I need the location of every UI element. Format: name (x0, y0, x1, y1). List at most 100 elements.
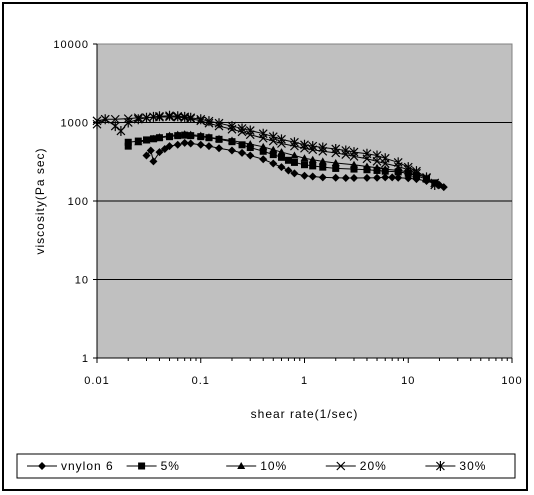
data-point (394, 173, 403, 182)
data-point (331, 143, 341, 154)
y-axis-title: viscosity(Pa sec) (33, 147, 47, 254)
data-point (388, 173, 397, 182)
data-point (134, 138, 143, 146)
data-point (284, 156, 292, 164)
data-point (277, 163, 286, 172)
legend-label: 30% (459, 459, 486, 473)
data-point (318, 157, 327, 165)
data-point (331, 158, 340, 166)
data-point (155, 148, 164, 157)
data-point (238, 141, 246, 149)
data-point (100, 114, 110, 125)
data-point (215, 134, 224, 142)
data-point (227, 146, 236, 155)
data-point (204, 142, 213, 151)
data-point (124, 142, 132, 150)
y-tick-label: 100 (68, 196, 89, 208)
data-point (300, 171, 309, 180)
data-point (124, 138, 132, 146)
data-point (412, 166, 421, 177)
legend-label: 10% (260, 459, 287, 473)
data-point (196, 131, 205, 139)
data-point (284, 166, 293, 175)
data-point (362, 162, 371, 170)
data-point (269, 151, 277, 159)
data-point (350, 165, 358, 173)
series-3 (134, 130, 431, 181)
data-point (196, 114, 206, 125)
legend-label: 5% (161, 459, 180, 473)
data-point (290, 151, 299, 159)
data-point (173, 140, 182, 149)
data-point (341, 145, 351, 156)
data-point (380, 153, 390, 164)
data-point (308, 141, 318, 152)
data-point (308, 172, 317, 181)
data-point (149, 157, 158, 166)
data-point (318, 173, 327, 182)
data-point (308, 155, 317, 163)
data-point (430, 179, 440, 190)
data-point (165, 110, 174, 121)
data-point (290, 169, 299, 178)
data-point (116, 125, 126, 136)
data-point (173, 111, 183, 122)
legend-marker (435, 461, 445, 471)
series-1 (142, 138, 448, 192)
legend-entry: vnylon 6 (27, 459, 114, 473)
data-point (301, 161, 308, 169)
data-point (196, 140, 205, 149)
data-point (372, 150, 382, 161)
legend-label: vnylon 6 (61, 459, 114, 473)
legend-entry: 5% (126, 459, 180, 473)
data-point (204, 133, 213, 141)
data-point (165, 131, 174, 139)
data-point (214, 118, 224, 129)
data-point (362, 173, 371, 182)
x-tick-label: 0.1 (192, 375, 210, 387)
data-point (349, 147, 359, 158)
data-point (403, 162, 413, 173)
data-point (227, 121, 237, 132)
data-point (155, 111, 164, 122)
data-point (186, 139, 195, 148)
data-point (394, 166, 403, 174)
data-point (439, 183, 448, 192)
data-point (92, 119, 102, 130)
data-point (332, 164, 340, 172)
y-tick-label: 10000 (53, 39, 89, 51)
y-tick-label: 10 (75, 275, 89, 287)
data-point (259, 155, 268, 164)
data-point (363, 166, 371, 174)
data-point (165, 142, 174, 151)
data-point (362, 148, 372, 159)
series-5 (92, 110, 440, 190)
data-point (259, 147, 267, 155)
x-tick-label: 0.01 (84, 375, 109, 387)
data-point (186, 130, 195, 138)
data-point (300, 139, 309, 150)
data-point (215, 144, 224, 153)
data-point (269, 159, 278, 168)
data-point (186, 112, 196, 123)
legend-label: 20% (360, 459, 387, 473)
data-point (350, 160, 359, 168)
data-point (204, 116, 214, 127)
data-point (123, 117, 133, 128)
data-point (269, 145, 278, 153)
data-point (381, 165, 390, 173)
data-point (259, 142, 268, 150)
data-point (331, 173, 340, 182)
data-point (142, 151, 151, 160)
data-point (180, 130, 189, 138)
data-point (238, 148, 247, 157)
legend-marker (336, 461, 346, 471)
legend-entry: 30% (425, 459, 486, 473)
data-point (149, 134, 158, 142)
data-point (246, 144, 254, 152)
legend-box (16, 453, 516, 479)
x-axis-title: shear rate(1/sec) (251, 407, 359, 421)
x-tick-label: 1 (301, 375, 308, 387)
data-point (318, 142, 328, 153)
